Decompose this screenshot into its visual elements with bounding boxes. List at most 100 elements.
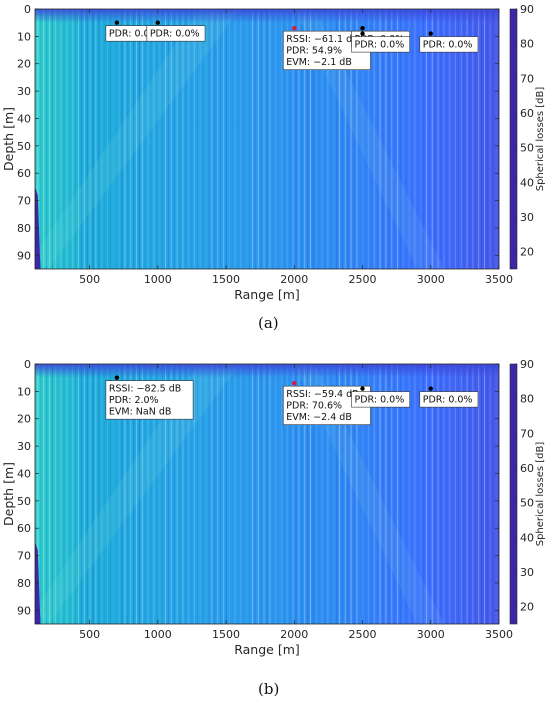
colorbar-tick-label: 50 [520,497,534,510]
annotation-box [351,391,411,408]
receiver-marker-highlighted [292,25,297,31]
colorbar-tick-label: 30 [520,211,534,224]
y-tick-label: 0 [24,3,31,16]
y-tick-label: 80 [17,577,31,590]
colorbar-tick-label: 70 [520,427,534,440]
x-tick-label: 1000 [144,628,172,641]
annotation-box [351,36,411,53]
colorbar-tick-label: 40 [520,531,534,544]
x-tick-label: 3500 [485,273,513,286]
panel-a-caption: (a) [258,314,279,332]
receiver-marker [114,20,120,25]
annotation-box [146,25,206,42]
receiver-marker [360,31,365,36]
annotation-text: EVM: NaN dB [109,407,172,418]
annotation-text: PDR: 0.0% [109,29,159,40]
interference-band [294,9,445,269]
colorbar-tick-label: 90 [520,358,534,371]
x-tick-label: 500 [79,628,100,641]
annotation-text: PDR: 0.0% [355,40,405,51]
data-annotation: PDR: 0.0% [419,391,479,408]
y-tick-label: 60 [17,522,31,535]
y-tick-label: 70 [17,550,31,563]
y-tick-label: 50 [17,495,31,508]
annotation-text: PDR: 2.0% [109,395,159,406]
x-tick-label: 2000 [280,273,308,286]
y-tick-label: 70 [17,195,31,208]
colorbar-tick-label: 40 [520,176,534,189]
annotation-box [419,36,479,53]
colorbar-tick-label: 30 [520,566,534,579]
receiver-marker [428,31,433,36]
receiver-marker [360,386,365,391]
interference-band [294,364,445,624]
colorbar-tick-label: 50 [520,142,534,155]
data-annotation: PDR: 0.0% [419,36,479,53]
panel-a-chart: 500 1000 1500 2000 2500 3000 3500 0 10 20 30 40 50 60… [1,3,546,302]
receiver-marker-highlighted [292,380,297,386]
receiver-marker [114,375,120,380]
y-tick-label: 10 [17,385,31,398]
y-tick-label: 20 [17,58,31,71]
x-tick-label: 1500 [212,273,240,286]
colorbar-label: Spherical losses [dB] [535,87,546,192]
receiver-marker [428,386,433,391]
annotation-text: PDR: 0.0% [355,395,405,406]
y-tick-label: 60 [17,167,31,180]
data-annotation: PDR: 0.0% [351,391,411,408]
x-axis-label: Range [m] [234,287,300,302]
data-annotation: PDR: 0.0% [351,36,411,53]
surface-band [35,9,499,23]
annotation-text: RSSI: −59.4 dB [286,389,358,400]
data-annotation: PDR: 0.0% [146,25,206,42]
y-axis-label: Depth [m] [1,462,16,526]
plot-frame [34,8,500,270]
y-axis-label: Depth [m] [1,107,16,171]
y-tick-label: 40 [17,467,31,480]
y-tick-label: 20 [17,413,31,426]
annotation-text: PDR: 0.0% [423,395,473,406]
x-tick-label: 3000 [417,628,445,641]
y-tick-label: 90 [17,249,31,262]
x-tick-label: 2500 [349,273,377,286]
colorbar-tick-label: 70 [520,72,534,85]
annotation-box [105,380,194,420]
y-tick-label: 80 [17,222,31,235]
annotation-text: RSSI: −82.5 dB [109,384,181,395]
x-tick-label: 1500 [212,628,240,641]
receiver-marker [360,25,365,31]
colorbar-tick-label: 80 [520,393,534,406]
receiver-marker [155,20,161,25]
y-tick-label: 10 [17,30,31,43]
y-tick-label: 50 [17,140,31,153]
y-tick-label: 40 [17,112,31,125]
x-tick-label: 1000 [144,273,172,286]
panel-b-chart: 500 1000 1500 2000 2500 3000 3500 0 10 20 30 40 50 60… [1,358,546,657]
y-tick-label: 30 [17,440,31,453]
colorbar [509,8,518,270]
surface-band [35,364,499,378]
interference-band [35,364,240,624]
annotation-text: PDR: 54.9% [286,46,342,57]
colorbar-tick-label: 60 [520,462,534,475]
colorbar-tick-label: 20 [520,246,534,259]
colorbar-tick-label: 90 [520,3,534,16]
annotation-text: RSSI: −61.1 dB [286,34,358,45]
y-tick-label: 0 [24,358,31,371]
colorbar-label: Spherical losses [dB] [535,442,546,547]
y-tick-label: 30 [17,85,31,98]
x-tick-label: 2000 [280,628,308,641]
y-tick-label: 90 [17,604,31,617]
annotation-box [419,391,479,408]
x-axis-label: Range [m] [234,642,300,657]
colorbar-tick-label: 80 [520,38,534,51]
x-tick-label: 500 [79,273,100,286]
annotation-text: PDR: 70.6% [286,401,342,412]
interference-band [35,9,240,269]
annotation-text: EVM: −2.1 dB [286,57,352,68]
x-tick-label: 2500 [349,628,377,641]
plot-frame [34,363,500,625]
colorbar-tick-label: 20 [520,601,534,614]
